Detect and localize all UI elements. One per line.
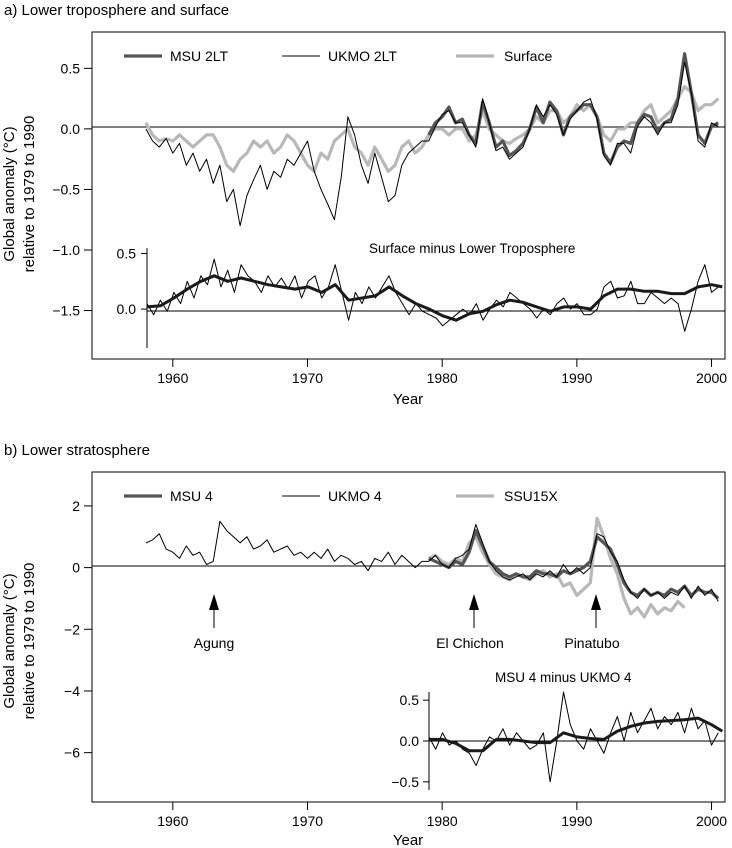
inset-y-tick-label: 0.5 bbox=[117, 246, 137, 262]
legend-item-msu-2lt: MSU 2LT bbox=[124, 48, 229, 64]
legend-item-ssu15x: SSU15X bbox=[456, 488, 558, 504]
panel-a-y-ticks: 0.5 0.0 −0.5 −1.0 −1.5 bbox=[52, 60, 92, 319]
x-tick-label: 1980 bbox=[427, 370, 458, 386]
panel-b-legend: MSU 4 UKMO 4 SSU15X bbox=[124, 488, 558, 504]
panel-b-inset-title: MSU 4 minus UKMO 4 bbox=[495, 670, 632, 685]
series-line-ssu15x bbox=[428, 516, 686, 619]
inset-y-tick-label: 0.5 bbox=[400, 692, 420, 708]
x-tick-label: 2000 bbox=[696, 813, 727, 829]
y-tick-label: −2 bbox=[64, 621, 80, 637]
legend-label-msu-4: MSU 4 bbox=[170, 488, 213, 504]
y-tick-label: −0.5 bbox=[52, 181, 80, 197]
annotation-agung-arrow-head bbox=[209, 594, 219, 610]
panel-b-annotations: Agung El Chichon Pinatubo bbox=[194, 594, 620, 651]
legend-label-ukmo-4: UKMO 4 bbox=[328, 488, 382, 504]
x-tick-label: 1970 bbox=[292, 370, 323, 386]
panel-a-title: a) Lower troposphere and surface bbox=[4, 2, 229, 19]
inset-y-tick-label: 0.0 bbox=[117, 301, 137, 317]
annotation-agung-label: Agung bbox=[194, 635, 234, 651]
panel-a-inset: Surface minus Lower Troposphere 0.5 0.0 bbox=[117, 241, 725, 348]
y-tick-label: 0.5 bbox=[61, 60, 81, 76]
inset-y-tick-label: 0.0 bbox=[400, 733, 420, 749]
panel-b-y-title: Global anomaly (°C) relative to 1979 to … bbox=[1, 563, 38, 720]
legend-label-ukmo-2lt: UKMO 2LT bbox=[328, 48, 397, 64]
panel-b-x-title: Year bbox=[393, 832, 423, 848]
panel-a-legend: MSU 2LT UKMO 2LT Surface bbox=[124, 48, 552, 64]
panel-b-plot-frame bbox=[91, 471, 726, 803]
legend-item-ukmo-2lt: UKMO 2LT bbox=[282, 48, 397, 64]
series-line-msu-4 bbox=[428, 529, 720, 600]
x-tick-label: 2000 bbox=[696, 370, 727, 386]
y-tick-label: −6 bbox=[64, 745, 80, 761]
series-line-ukmo-4 bbox=[145, 520, 719, 602]
inset-line-msu4-minus-ukmo4-smoothed bbox=[429, 716, 724, 753]
annotation-el-chichon: El Chichon bbox=[436, 594, 504, 651]
panel-b-inset: MSU 4 minus UKMO 4 0.5 0.0 −0.5 bbox=[391, 670, 725, 790]
legend-label-msu-2lt: MSU 2LT bbox=[170, 48, 229, 64]
legend-item-surface: Surface bbox=[456, 48, 552, 64]
annotation-pinatubo: Pinatubo bbox=[564, 594, 620, 651]
panel-b-x-ticks: 1960 1970 1980 1990 2000 bbox=[157, 802, 727, 829]
panel-b: b) Lower stratosphere Global anomaly (°C… bbox=[1, 442, 727, 848]
panel-b-y-title-line2: relative to 1979 to 1990 bbox=[21, 563, 38, 720]
legend-label-ssu15x: SSU15X bbox=[504, 488, 558, 504]
annotation-el-chichon-arrow-head bbox=[469, 594, 479, 610]
panel-a-y-title-line2: relative to 1979 to 1990 bbox=[21, 116, 38, 273]
y-tick-label: 2 bbox=[72, 498, 80, 514]
panel-b-title: b) Lower stratosphere bbox=[4, 442, 150, 459]
inset-line-surface-minus-lt-smoothed bbox=[146, 274, 723, 322]
x-tick-label: 1990 bbox=[561, 370, 592, 386]
x-tick-label: 1960 bbox=[157, 370, 188, 386]
panel-b-y-ticks: 2 0 −2 −4 −6 bbox=[64, 498, 92, 761]
y-tick-label: 0 bbox=[72, 560, 80, 576]
panel-a: a) Lower troposphere and surface Global … bbox=[1, 2, 727, 408]
annotation-el-chichon-label: El Chichon bbox=[436, 635, 504, 651]
y-tick-label: −1.5 bbox=[52, 303, 80, 319]
y-tick-label: −1.0 bbox=[52, 242, 80, 258]
panel-b-inset-y-ticks: 0.5 0.0 −0.5 bbox=[391, 692, 429, 790]
panel-b-series bbox=[145, 516, 720, 619]
panel-a-x-title: Year bbox=[393, 391, 423, 408]
inset-y-tick-label: −0.5 bbox=[391, 774, 419, 790]
inset-line-surface-minus-lt bbox=[146, 258, 719, 332]
panel-a-inset-title: Surface minus Lower Troposphere bbox=[369, 241, 575, 256]
x-tick-label: 1970 bbox=[292, 813, 323, 829]
inset-line-msu4-minus-ukmo4 bbox=[428, 691, 719, 783]
y-tick-label: 0.0 bbox=[61, 121, 81, 137]
series-line-ukmo-2lt bbox=[145, 61, 719, 227]
panel-a-plot-frame bbox=[91, 31, 726, 360]
panel-b-y-title-line1: Global anomaly (°C) bbox=[1, 573, 18, 708]
panel-a-inset-y-ticks: 0.5 0.0 bbox=[117, 246, 147, 317]
panel-a-y-title-line1: Global anomaly (°C) bbox=[1, 126, 18, 261]
legend-item-ukmo-4: UKMO 4 bbox=[282, 488, 382, 504]
annotation-agung: Agung bbox=[194, 594, 234, 651]
x-tick-label: 1960 bbox=[157, 813, 188, 829]
panel-a-x-ticks: 1960 1970 1980 1990 2000 bbox=[157, 359, 727, 386]
annotation-pinatubo-label: Pinatubo bbox=[564, 635, 619, 651]
legend-label-surface: Surface bbox=[504, 48, 552, 64]
x-tick-label: 1980 bbox=[427, 813, 458, 829]
panel-a-y-title: Global anomaly (°C) relative to 1979 to … bbox=[1, 116, 38, 273]
x-tick-label: 1990 bbox=[561, 813, 592, 829]
legend-item-msu-4: MSU 4 bbox=[124, 488, 213, 504]
panel-a-series bbox=[144, 52, 720, 227]
y-tick-label: −4 bbox=[64, 683, 80, 699]
annotation-pinatubo-arrow-head bbox=[591, 594, 601, 610]
